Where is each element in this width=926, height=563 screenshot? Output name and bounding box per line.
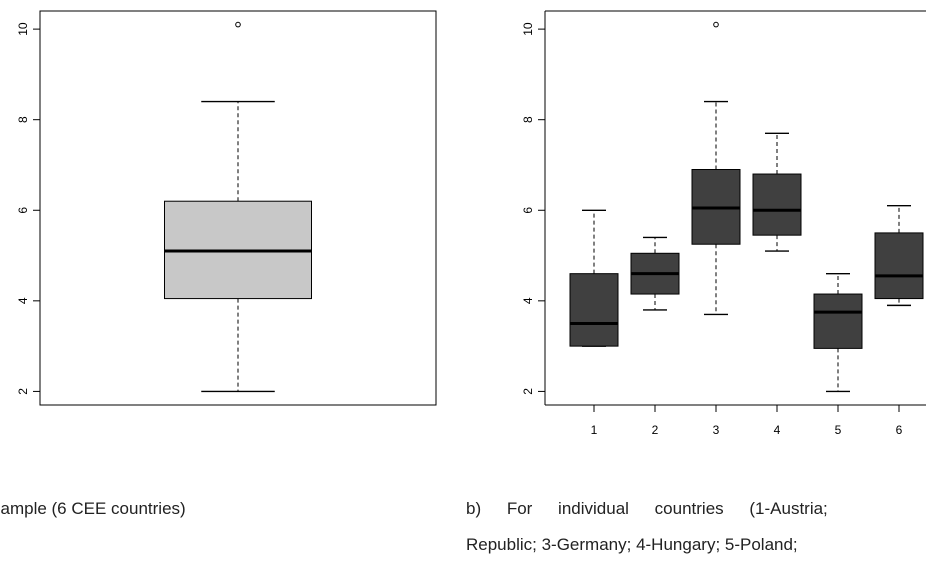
x-tick-label: 3 [713,423,720,437]
y-tick-label: 10 [521,22,535,36]
x-tick-label: 4 [774,423,781,437]
box-1 [569,273,619,347]
y-tick-label: 6 [16,207,30,214]
plot-frame [39,10,437,406]
box-4 [752,173,802,236]
caption-b-line2: Republic; 3-Germany; 4-Hungary; 5-Poland… [466,535,798,554]
outlier-point [713,21,719,28]
outlier-point [235,21,241,28]
chart-a: 2 4 6 8 10 [16,10,437,406]
x-tick-label: 6 [896,423,903,437]
y-tick-label: 4 [521,297,535,304]
y-tick-label: 8 [16,116,30,123]
x-tick-label: 2 [652,423,659,437]
y-tick-label: 4 [16,297,30,304]
x-tick-label: 1 [591,423,598,437]
caption-b-line1: b) For individual countries (1-Austria; [466,499,828,518]
y-tick-label: 2 [521,388,535,395]
y-tick-label: 2 [16,388,30,395]
y-tick-label: 10 [16,22,30,36]
box-6 [874,232,924,300]
y-tick-label: 8 [521,116,535,123]
x-tick-label: 5 [835,423,842,437]
box-5 [813,293,863,349]
y-tick-label: 6 [521,207,535,214]
caption-a: sample (6 CEE countries) [0,499,186,518]
